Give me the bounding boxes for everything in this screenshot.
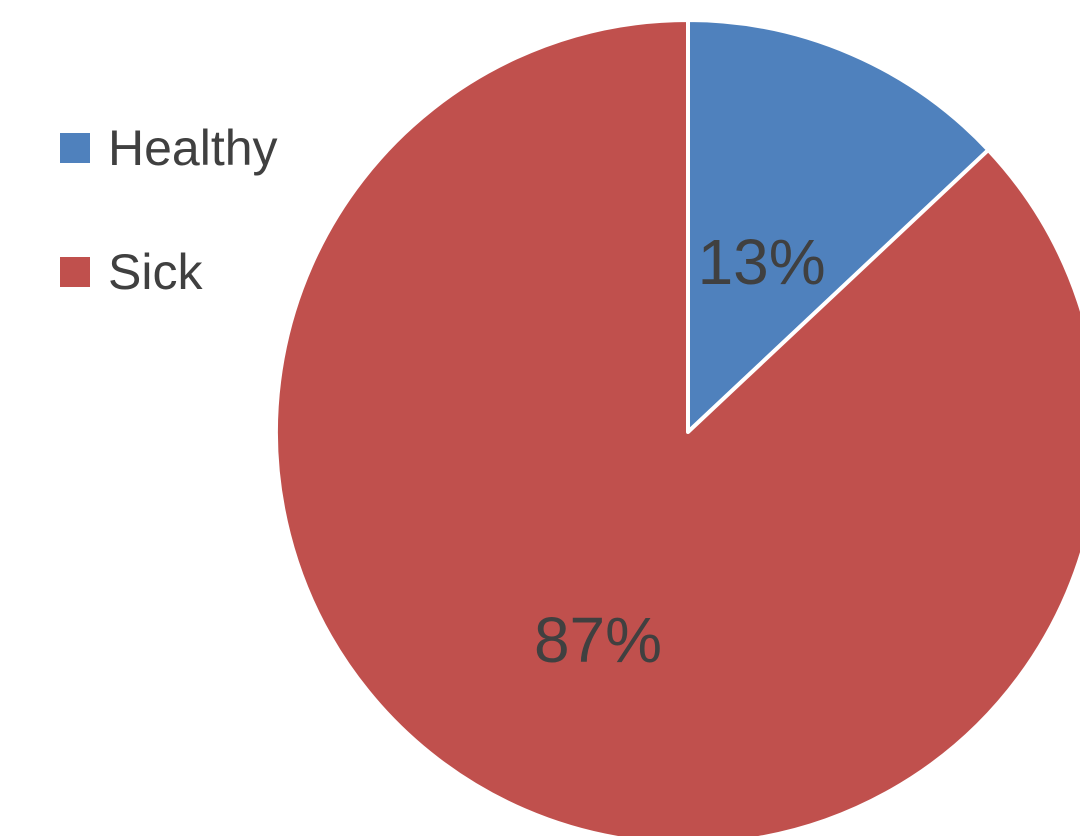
data-label-healthy: 13% bbox=[698, 226, 826, 298]
legend-item-healthy: Healthy bbox=[60, 118, 278, 178]
legend-swatch-healthy bbox=[60, 133, 90, 163]
legend: Healthy Sick bbox=[60, 118, 278, 366]
legend-label-sick: Sick bbox=[108, 244, 203, 300]
legend-label-healthy: Healthy bbox=[108, 120, 278, 176]
pie-slice-sick bbox=[274, 18, 1080, 836]
legend-item-sick: Sick bbox=[60, 242, 278, 302]
data-label-sick: 87% bbox=[534, 604, 662, 676]
pie-slices bbox=[274, 18, 1080, 836]
pie-slice-healthy bbox=[686, 18, 991, 434]
pie-data-labels: 13% 87% bbox=[534, 226, 826, 676]
legend-swatch-sick bbox=[60, 257, 90, 287]
